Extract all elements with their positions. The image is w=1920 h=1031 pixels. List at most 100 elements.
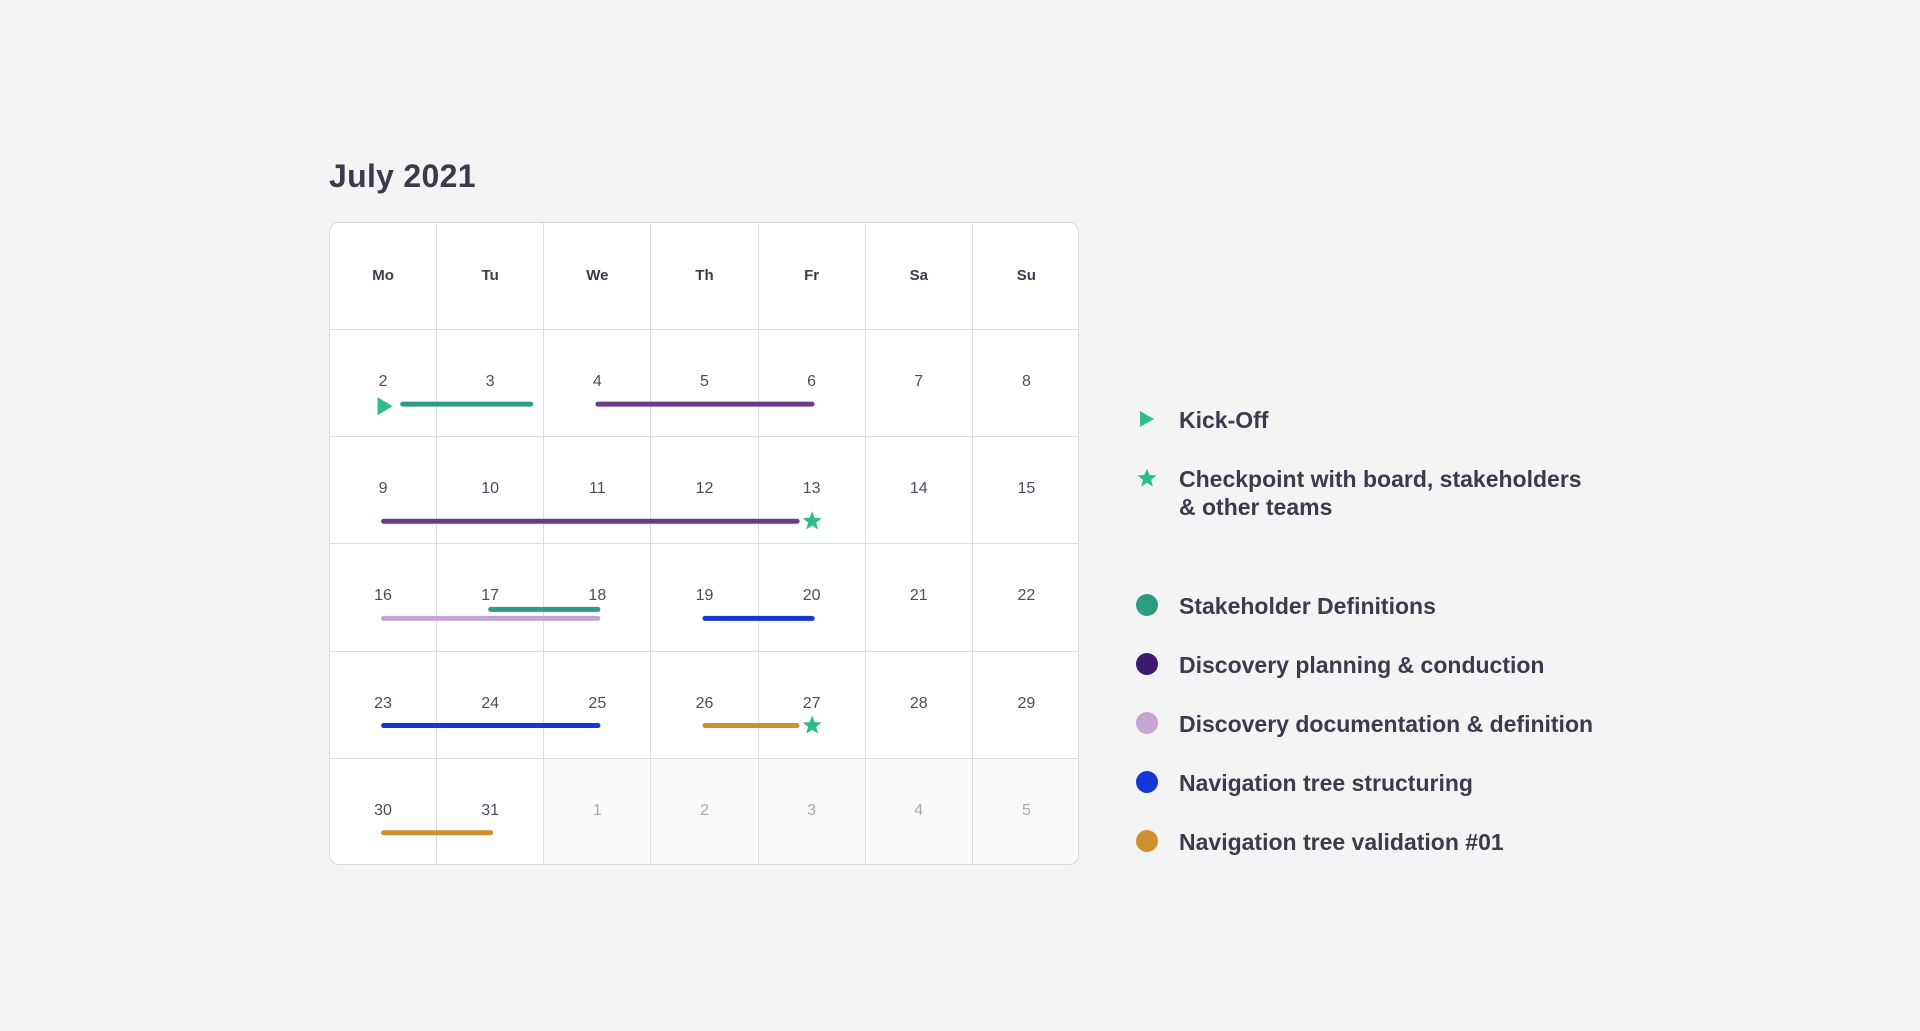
day-cell-next-month-label: 3 [807, 801, 817, 819]
day-cell-next-month: 5 [972, 758, 1078, 864]
day-cell: 3 [437, 330, 545, 438]
legend-color-dot [1136, 830, 1158, 852]
day-cell: 27 [758, 651, 866, 759]
legend-discovery-planning-label: Discovery planning & conduction [1179, 652, 1545, 678]
legend-stakeholder-label: Stakeholder Definitions [1179, 593, 1436, 619]
day-cell: 30 [330, 758, 438, 864]
day-cell-label: 10 [481, 480, 500, 498]
day-cell-label: 11 [589, 480, 606, 498]
day-cell-label: 8 [1021, 373, 1031, 391]
day-cell: 6 [758, 330, 866, 438]
day-cell-label: 17 [481, 587, 500, 605]
weekday-header-we-label: We [586, 267, 609, 284]
day-cell: 28 [865, 651, 973, 759]
day-cell: 31 [437, 758, 545, 864]
day-cell: 21 [865, 544, 973, 652]
day-cell: 9 [330, 437, 438, 545]
day-cell-label: 28 [909, 694, 928, 712]
day-cell-label: 5 [700, 373, 709, 391]
weekday-header-tu: Tu [437, 223, 545, 331]
day-cell: 18 [544, 544, 652, 652]
weekday-header-th: Th [651, 223, 759, 331]
day-cell-next-month-label: 4 [914, 801, 924, 819]
day-cell-next-month: 4 [865, 758, 973, 864]
day-cell-label: 9 [378, 480, 388, 498]
day-cell-label: 29 [1017, 694, 1036, 712]
month-title: July 2021 [329, 158, 476, 194]
day-cell-label: 19 [695, 587, 714, 605]
day-cell: 8 [972, 330, 1078, 438]
day-cell-label: 21 [909, 587, 928, 605]
day-cell-label: 13 [802, 480, 821, 498]
day-cell: 20 [758, 544, 866, 652]
day-cell-label: 3 [485, 373, 495, 391]
day-cell-label: 15 [1017, 480, 1036, 498]
day-cell: 19 [651, 544, 759, 652]
day-cell-label: 6 [807, 373, 817, 391]
day-cell-label: 24 [481, 694, 500, 712]
day-cell: 12 [651, 437, 759, 545]
day-cell: 7 [865, 330, 973, 438]
day-cell: 26 [651, 651, 759, 759]
weekday-header-we: We [544, 223, 652, 331]
weekday-header-mo-label: Mo [372, 267, 394, 284]
day-cell-next-month: 1 [544, 758, 652, 864]
weekday-header-mo: Mo [330, 223, 438, 331]
day-cell: 24 [437, 651, 545, 759]
day-cell-label: 26 [695, 694, 714, 712]
weekday-header-su-label: Su [1016, 267, 1036, 284]
day-cell-label: 30 [374, 801, 392, 819]
play-icon [1140, 411, 1154, 427]
legend-discovery-docs: Discovery documentation & definition [1135, 710, 1593, 738]
legend-nav-validation: Navigation tree validation #01 [1135, 828, 1504, 856]
day-cell: 29 [972, 651, 1078, 759]
legend-color-dot [1136, 712, 1158, 734]
weekday-header-fr-label: Fr [804, 267, 820, 284]
day-cell-label: 12 [695, 480, 714, 498]
day-cell-label: 23 [374, 694, 392, 712]
day-cell: 17 [437, 544, 545, 652]
day-cell-label: 2 [378, 373, 388, 391]
legend-color-dot [1136, 771, 1158, 793]
weekday-header-su: Su [972, 223, 1078, 331]
weekday-header-sa-label: Sa [909, 267, 928, 284]
legend-discovery-planning: Discovery planning & conduction [1135, 651, 1544, 679]
day-cell-next-month-label: 2 [700, 801, 709, 819]
weekday-header-tu-label: Tu [481, 267, 499, 284]
day-cell: 4 [544, 330, 652, 438]
day-cell-label: 27 [802, 694, 821, 712]
day-cell: 10 [437, 437, 545, 545]
legend-stakeholder: Stakeholder Definitions [1135, 592, 1436, 620]
day-cell-label: 18 [588, 587, 607, 605]
day-cell-next-month-label: 5 [1021, 801, 1031, 819]
day-cell-label: 25 [588, 694, 607, 712]
day-cell: 5 [651, 330, 759, 438]
weekday-header-sa: Sa [865, 223, 973, 331]
day-cell: 15 [972, 437, 1078, 545]
legend-checkpoint-label: Checkpoint with board, stakeholders & ot… [1179, 466, 1582, 520]
weekday-header-fr: Fr [758, 223, 866, 331]
day-cell: 2 [330, 330, 438, 438]
day-cell: 23 [330, 651, 438, 759]
legend-color-dot [1136, 594, 1158, 616]
day-cell-label: 22 [1017, 587, 1036, 605]
day-cell-label: 20 [802, 587, 821, 605]
legend-checkpoint: Checkpoint with board, stakeholders & ot… [1135, 465, 1582, 521]
day-cell: 14 [865, 437, 973, 545]
day-cell-label: 16 [374, 587, 392, 605]
legend-kickoff-label: Kick-Off [1179, 407, 1269, 433]
day-cell-next-month-label: 1 [592, 801, 602, 819]
legend-nav-structuring: Navigation tree structuring [1135, 769, 1473, 797]
day-cell: 25 [544, 651, 652, 759]
day-cell-label: 31 [481, 801, 500, 819]
day-cell-label: 4 [592, 373, 602, 391]
legend-nav-structuring-label: Navigation tree structuring [1179, 770, 1473, 796]
day-cell: 11 [544, 437, 652, 545]
day-cell-label: 14 [909, 480, 928, 498]
day-cell: 16 [330, 544, 438, 652]
day-cell-next-month: 3 [758, 758, 866, 864]
day-cell: 22 [972, 544, 1078, 652]
day-cell-label: 7 [914, 373, 924, 391]
day-cell-next-month: 2 [651, 758, 759, 864]
day-cell: 13 [758, 437, 866, 545]
